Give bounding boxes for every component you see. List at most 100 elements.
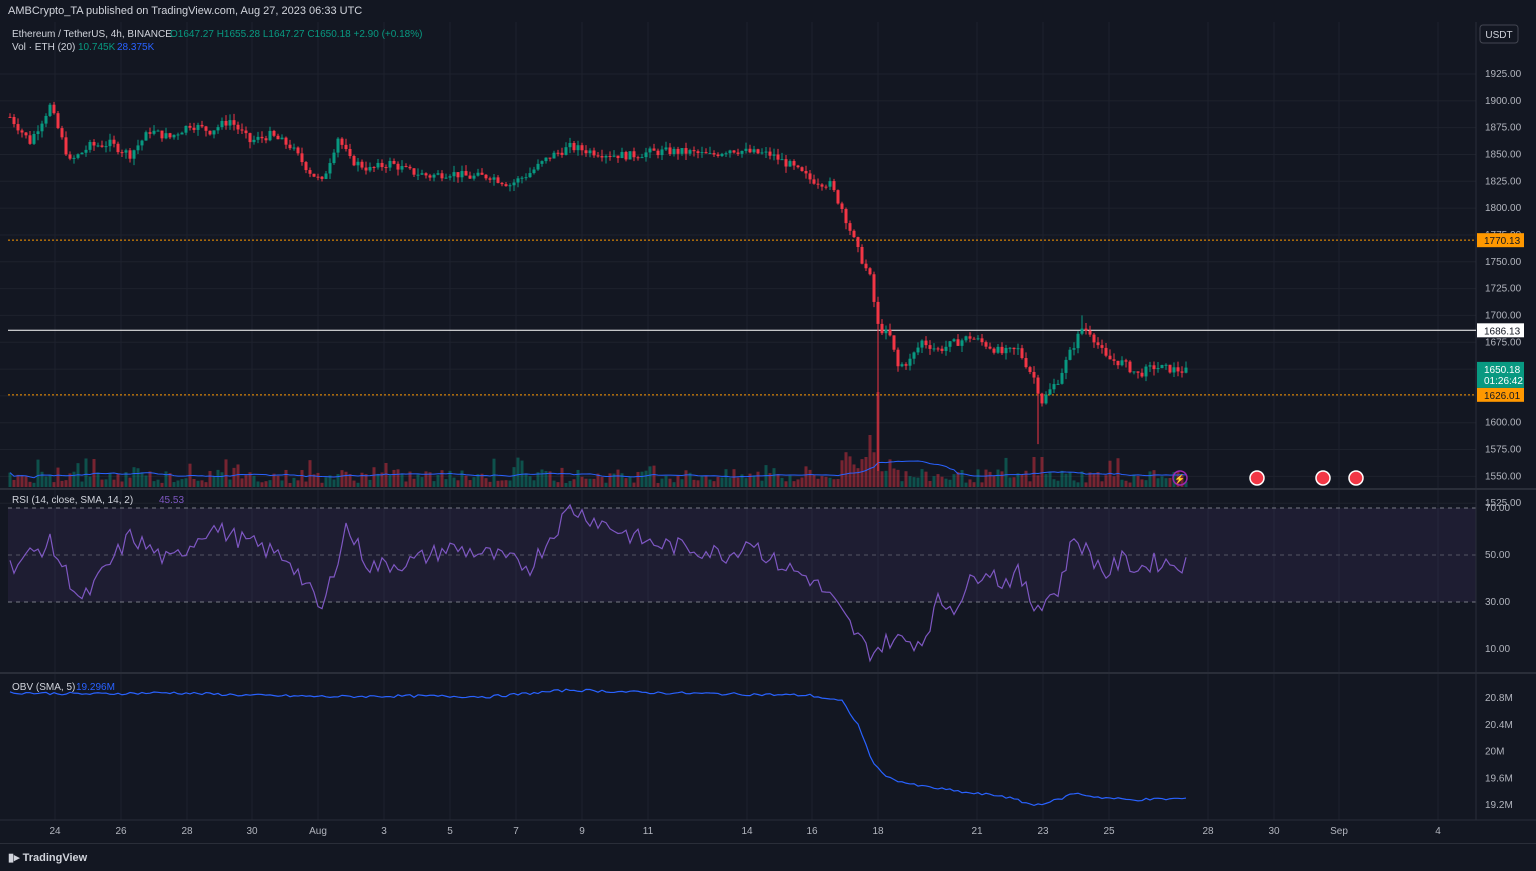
candle[interactable] <box>1136 371 1140 373</box>
candle[interactable] <box>28 135 32 144</box>
candle[interactable] <box>800 167 804 171</box>
candle[interactable] <box>1180 371 1184 373</box>
candle[interactable] <box>328 163 332 174</box>
currency-badge[interactable] <box>1479 24 1519 44</box>
candle[interactable] <box>600 156 604 158</box>
candle[interactable] <box>1172 367 1176 373</box>
candle[interactable] <box>1064 359 1068 373</box>
candle[interactable] <box>1032 371 1036 378</box>
candle[interactable] <box>320 176 324 179</box>
candle[interactable] <box>472 175 476 179</box>
candle[interactable] <box>784 159 788 167</box>
candle[interactable] <box>580 145 584 151</box>
candle[interactable] <box>456 172 460 178</box>
candle[interactable] <box>832 181 836 191</box>
candle[interactable] <box>1092 334 1096 343</box>
candle[interactable] <box>120 152 124 154</box>
candle[interactable] <box>956 339 960 346</box>
candle[interactable] <box>1056 383 1060 385</box>
us-flag-icon[interactable] <box>1249 470 1265 486</box>
candle[interactable] <box>16 124 20 131</box>
candle[interactable] <box>1040 393 1044 404</box>
candle[interactable] <box>672 148 676 155</box>
candle[interactable] <box>76 154 80 158</box>
candle[interactable] <box>104 146 108 148</box>
candle[interactable] <box>412 168 416 175</box>
candle[interactable] <box>1140 372 1144 377</box>
candle[interactable] <box>156 130 160 132</box>
candle[interactable] <box>640 157 644 159</box>
candle[interactable] <box>660 149 664 156</box>
candle[interactable] <box>260 136 264 139</box>
candle[interactable] <box>560 152 564 155</box>
candle[interactable] <box>680 148 684 154</box>
candle[interactable] <box>312 173 316 177</box>
candle[interactable] <box>532 169 536 174</box>
candle[interactable] <box>60 128 64 138</box>
candle[interactable] <box>992 348 996 353</box>
candle[interactable] <box>884 329 888 334</box>
flash-event-icon[interactable] <box>1172 470 1188 486</box>
candle[interactable] <box>876 301 880 324</box>
candle[interactable] <box>584 150 588 154</box>
candle[interactable] <box>436 173 440 175</box>
candle[interactable] <box>872 274 876 302</box>
candle[interactable] <box>1044 394 1048 404</box>
candle[interactable] <box>308 170 312 174</box>
candle[interactable] <box>520 177 524 179</box>
candle[interactable] <box>740 150 744 154</box>
candle[interactable] <box>348 149 352 157</box>
candle[interactable] <box>484 174 488 179</box>
candle[interactable] <box>628 151 632 160</box>
candle[interactable] <box>56 113 60 129</box>
candle[interactable] <box>700 152 704 154</box>
candle[interactable] <box>904 364 908 366</box>
candle[interactable] <box>860 246 864 264</box>
candle[interactable] <box>1068 349 1072 360</box>
candle[interactable] <box>40 123 44 132</box>
candle[interactable] <box>1148 365 1152 367</box>
candle[interactable] <box>976 338 980 340</box>
candle[interactable] <box>1088 330 1092 335</box>
candle[interactable] <box>964 336 968 341</box>
candle[interactable] <box>840 203 844 210</box>
candle[interactable] <box>72 157 76 159</box>
candle[interactable] <box>568 142 572 148</box>
candle[interactable] <box>616 155 620 159</box>
candle[interactable] <box>352 156 356 166</box>
candle[interactable] <box>244 130 248 134</box>
candle[interactable] <box>828 181 832 187</box>
candle[interactable] <box>648 148 652 153</box>
candle[interactable] <box>540 161 544 164</box>
chart-canvas[interactable]: ⚡ Ethereum / TetherUS, 4h, BINANCE O1647… <box>0 22 1536 843</box>
candle[interactable] <box>752 149 756 153</box>
candle[interactable] <box>1036 377 1040 394</box>
candle[interactable] <box>212 130 216 135</box>
candle[interactable] <box>284 137 288 145</box>
candle[interactable] <box>48 104 52 116</box>
symbol-label[interactable]: Ethereum / TetherUS, 4h, BINANCE <box>12 29 172 40</box>
candle[interactable] <box>1060 372 1064 384</box>
candle[interactable] <box>112 139 116 144</box>
candle[interactable] <box>824 186 828 188</box>
time-axis[interactable]: 24 26 28 30 Aug 3 5 7 9 11 14 16 18 21 23 25 28 30 Sep 4 <box>49 826 1441 837</box>
candle[interactable] <box>304 162 308 171</box>
candle[interactable] <box>620 151 624 159</box>
candle[interactable] <box>968 336 972 339</box>
candle[interactable] <box>432 174 436 178</box>
candle[interactable] <box>368 167 372 171</box>
candle[interactable] <box>124 150 128 153</box>
candle[interactable] <box>172 134 176 138</box>
candle[interactable] <box>608 155 612 157</box>
candle[interactable] <box>892 335 896 350</box>
us-flag-icon[interactable] <box>1348 470 1364 486</box>
candle[interactable] <box>1004 347 1008 354</box>
candles[interactable] <box>8 101 1188 472</box>
candle[interactable] <box>68 154 72 159</box>
candle[interactable] <box>732 150 736 153</box>
candle[interactable] <box>528 173 532 178</box>
candle[interactable] <box>20 130 24 133</box>
candle[interactable] <box>516 178 520 183</box>
candle[interactable] <box>232 120 236 125</box>
candle[interactable] <box>728 150 732 154</box>
